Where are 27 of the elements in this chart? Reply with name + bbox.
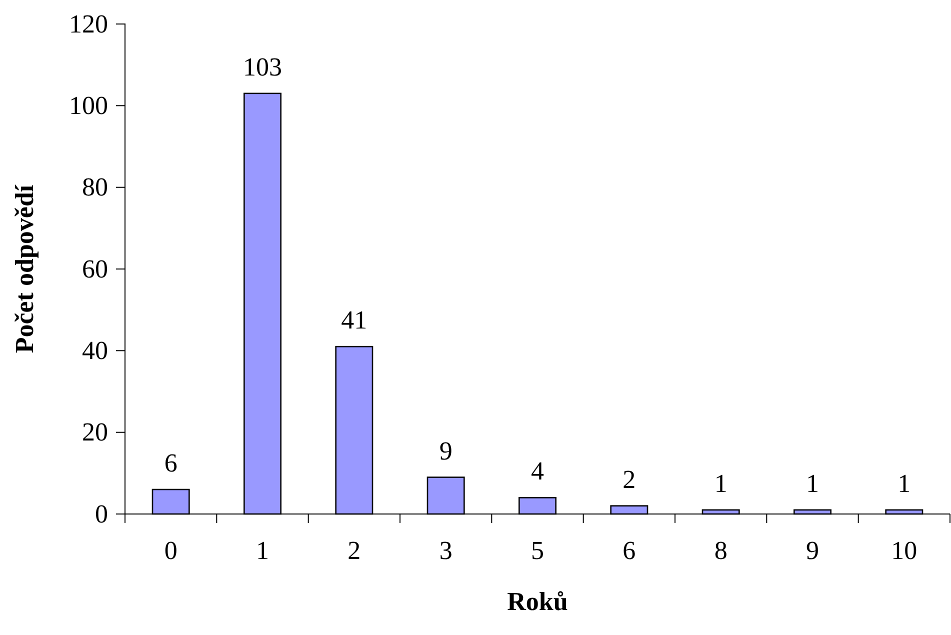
data-label: 2: [622, 464, 636, 494]
data-label: 6: [164, 448, 178, 478]
data-label: 103: [243, 52, 282, 82]
x-tick-label: 3: [439, 536, 452, 565]
x-tick-label: 6: [622, 536, 636, 565]
data-label: 4: [531, 456, 544, 486]
y-tick-label: 120: [69, 9, 108, 38]
x-axis-title: Roků: [507, 587, 568, 616]
x-tick-label: 1: [256, 536, 269, 565]
data-label: 1: [806, 468, 819, 498]
y-axis-title: Počet odpovědí: [10, 184, 39, 354]
x-tick-label: 2: [348, 536, 361, 565]
data-label: 41: [341, 306, 368, 335]
x-tick-label: 8: [714, 536, 728, 565]
data-label: 1: [714, 468, 728, 498]
y-tick-label: 60: [82, 254, 108, 284]
y-tick-label: 0: [95, 499, 108, 528]
data-label: 9: [439, 436, 452, 466]
data-label: 1: [898, 468, 911, 498]
y-tick-label: 40: [82, 336, 108, 365]
x-tick-label: 5: [531, 536, 544, 565]
y-tick-label: 20: [82, 418, 108, 447]
y-tick-label: 100: [69, 90, 108, 120]
x-tick-label: 10: [891, 536, 918, 565]
x-tick-label: 9: [806, 536, 819, 565]
x-tick-label: 0: [164, 536, 178, 565]
y-tick-label: 80: [82, 172, 108, 202]
